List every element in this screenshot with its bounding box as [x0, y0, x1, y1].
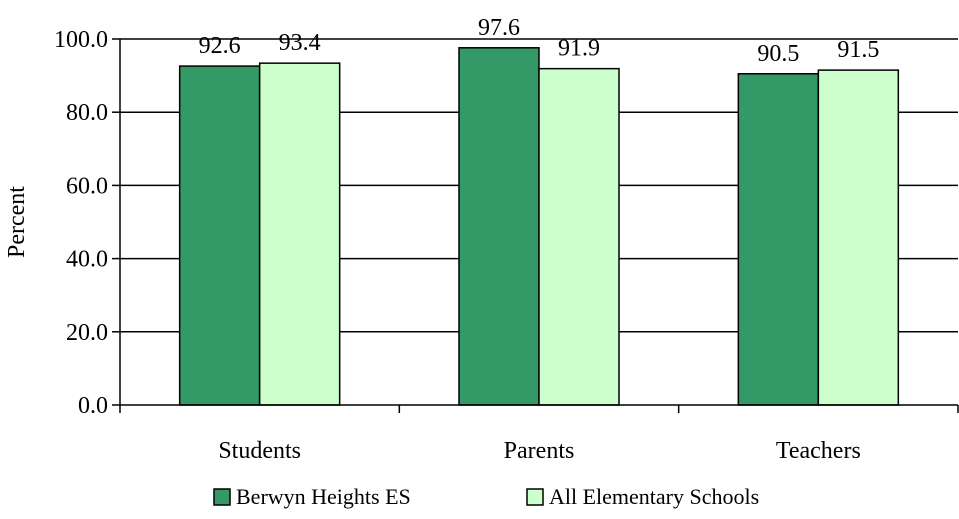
- axes: [112, 38, 959, 413]
- y-tick-labels: 0.0 20.0 40.0 60.0 80.0 100.0: [54, 27, 108, 419]
- legend: Berwyn Heights ES All Elementary Schools: [213, 484, 759, 509]
- y-tick-label: 80.0: [66, 100, 108, 126]
- data-label: 91.5: [837, 37, 879, 63]
- y-tick-label: 0.0: [78, 393, 108, 419]
- legend-swatch: [526, 488, 544, 506]
- bar: [538, 67, 620, 406]
- data-label: 97.6: [478, 15, 520, 41]
- category-labels: Students Parents Teachers: [218, 438, 860, 464]
- category-label: Teachers: [776, 438, 861, 464]
- legend-label: All Elementary Schools: [549, 484, 759, 509]
- category-label: Parents: [504, 438, 575, 464]
- bar: [458, 47, 540, 406]
- data-labels: 92.6 93.4 97.6 91.9 90.5 91.5: [199, 15, 880, 67]
- bar: [258, 62, 341, 406]
- y-axis-title: Percent: [4, 186, 30, 258]
- y-tick-label: 60.0: [66, 173, 108, 199]
- data-label: 92.6: [199, 33, 241, 59]
- legend-label: Berwyn Heights ES: [236, 484, 411, 509]
- y-tick-label: 40.0: [66, 247, 108, 273]
- data-label: 93.4: [279, 30, 321, 56]
- y-tick-label: 100.0: [54, 27, 108, 53]
- category-label: Students: [218, 438, 301, 464]
- bar: [817, 69, 900, 406]
- data-label: 90.5: [757, 41, 799, 67]
- bar: [178, 65, 261, 406]
- data-label: 91.9: [558, 36, 600, 62]
- bar: [737, 73, 820, 406]
- bars: [178, 47, 900, 406]
- y-tick-label: 20.0: [66, 320, 108, 346]
- legend-swatch: [213, 488, 231, 506]
